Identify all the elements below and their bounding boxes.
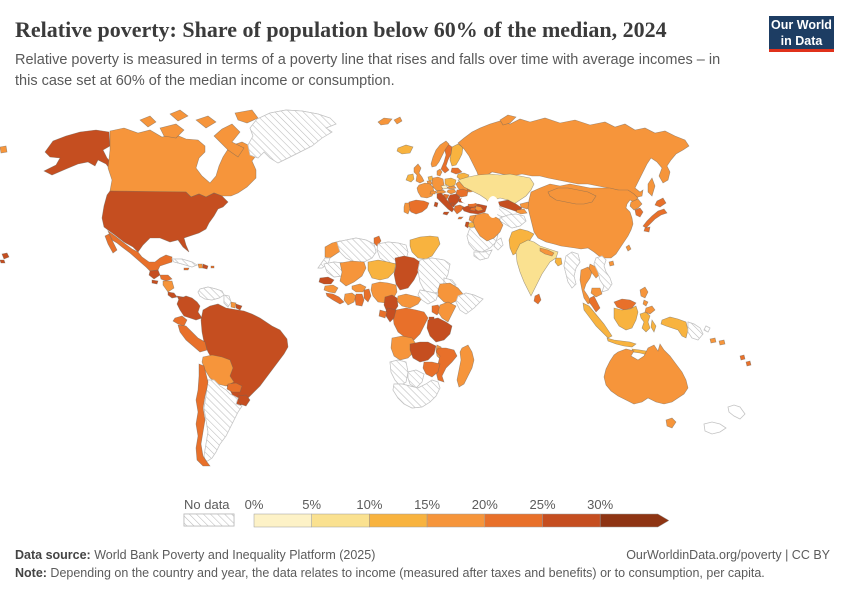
svg-text:5%: 5%: [302, 497, 321, 512]
svg-text:10%: 10%: [356, 497, 382, 512]
svg-text:20%: 20%: [472, 497, 498, 512]
svg-text:15%: 15%: [414, 497, 440, 512]
svg-text:30%: 30%: [587, 497, 613, 512]
svg-text:No data: No data: [184, 497, 230, 512]
svg-text:25%: 25%: [529, 497, 555, 512]
svg-text:0%: 0%: [245, 497, 264, 512]
